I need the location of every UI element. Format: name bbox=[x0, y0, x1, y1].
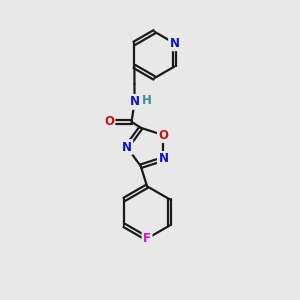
Text: N: N bbox=[130, 95, 140, 108]
Text: O: O bbox=[104, 115, 114, 128]
Text: H: H bbox=[142, 94, 152, 107]
Text: N: N bbox=[158, 152, 168, 165]
Text: N: N bbox=[169, 37, 179, 50]
Text: O: O bbox=[158, 129, 168, 142]
Text: F: F bbox=[143, 232, 151, 245]
Text: N: N bbox=[122, 140, 132, 154]
